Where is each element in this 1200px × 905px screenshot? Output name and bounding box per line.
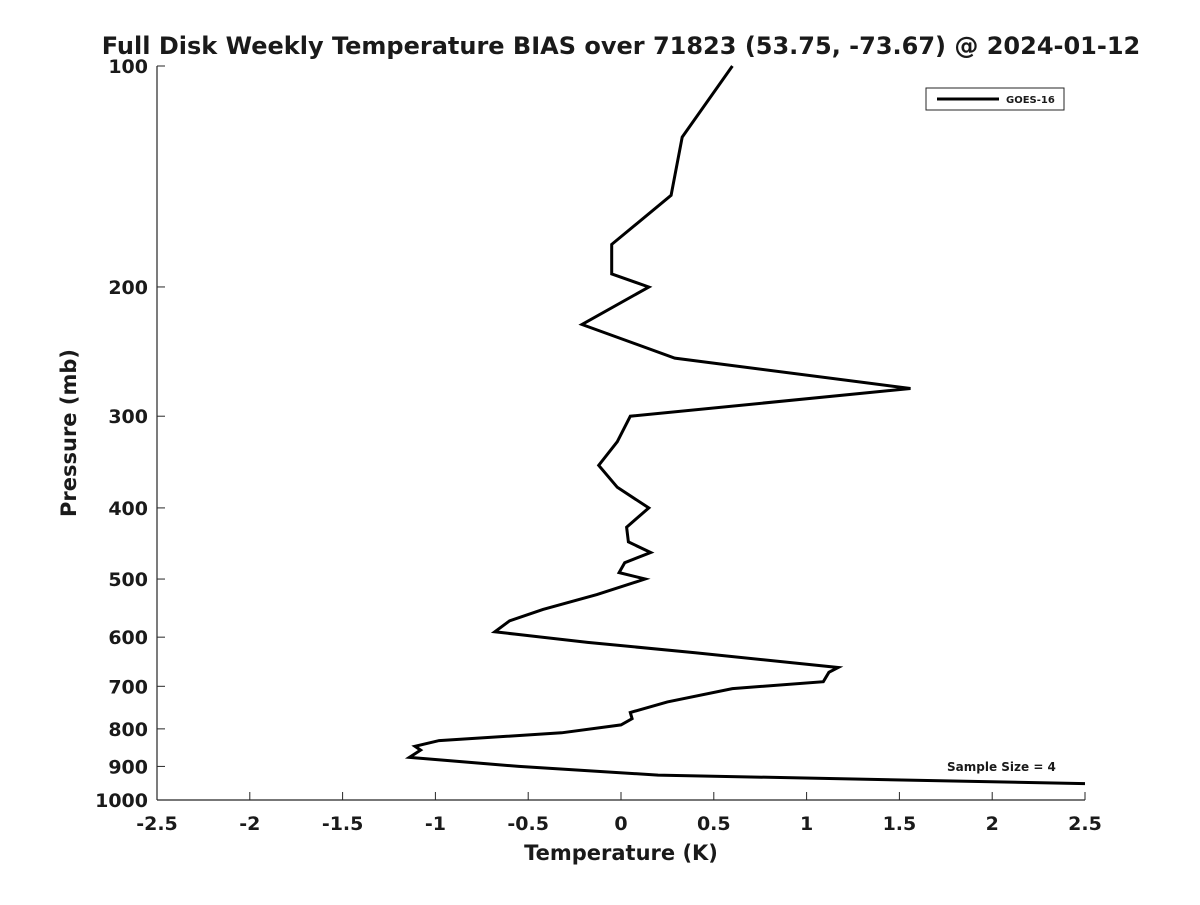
series-layer xyxy=(404,65,1086,786)
legend-label-goes-16: GOES-16 xyxy=(1006,95,1055,106)
x-tick-label: 2.5 xyxy=(1068,813,1102,835)
y-tick-label: 100 xyxy=(108,56,148,78)
x-tick-label: 0.5 xyxy=(697,813,731,835)
y-tick-label: 800 xyxy=(108,719,148,741)
x-tick-label: 2 xyxy=(986,813,999,835)
x-axis-ticks: -2.5 -2 -1.5 -1 -0.5 0 0.5 1 1.5 2 2.5 xyxy=(136,792,1102,835)
x-tick-label: -0.5 xyxy=(507,813,549,835)
y-tick-label: 400 xyxy=(108,498,148,520)
y-tick-label: 1000 xyxy=(95,790,148,812)
y-axis-ticks: 100 200 300 400 500 600 700 800 900 1000 xyxy=(95,56,165,812)
y-tick-label: 900 xyxy=(108,756,148,778)
x-axis-label: Temperature (K) xyxy=(524,841,718,865)
x-tick-label: -2.5 xyxy=(136,813,178,835)
y-tick-label: 600 xyxy=(108,627,148,649)
legend: GOES-16 xyxy=(925,87,1065,111)
x-tick-label: -2 xyxy=(239,813,260,835)
x-tick-label: -1 xyxy=(425,813,446,835)
y-tick-label: 700 xyxy=(108,676,148,698)
x-tick-label: -1.5 xyxy=(322,813,364,835)
x-tick-label: 1 xyxy=(800,813,813,835)
chart-title: Full Disk Weekly Temperature BIAS over 7… xyxy=(102,32,1141,60)
y-axis-label: Pressure (mb) xyxy=(57,349,81,517)
y-tick-label: 200 xyxy=(108,277,148,299)
y-tick-label: 500 xyxy=(108,569,148,591)
y-tick-label: 300 xyxy=(108,406,148,428)
series-line-goes-16 xyxy=(404,65,1086,786)
x-tick-label: 0 xyxy=(614,813,627,835)
x-tick-label: 1.5 xyxy=(883,813,917,835)
sample-size-annotation: Sample Size = 4 xyxy=(947,760,1056,774)
